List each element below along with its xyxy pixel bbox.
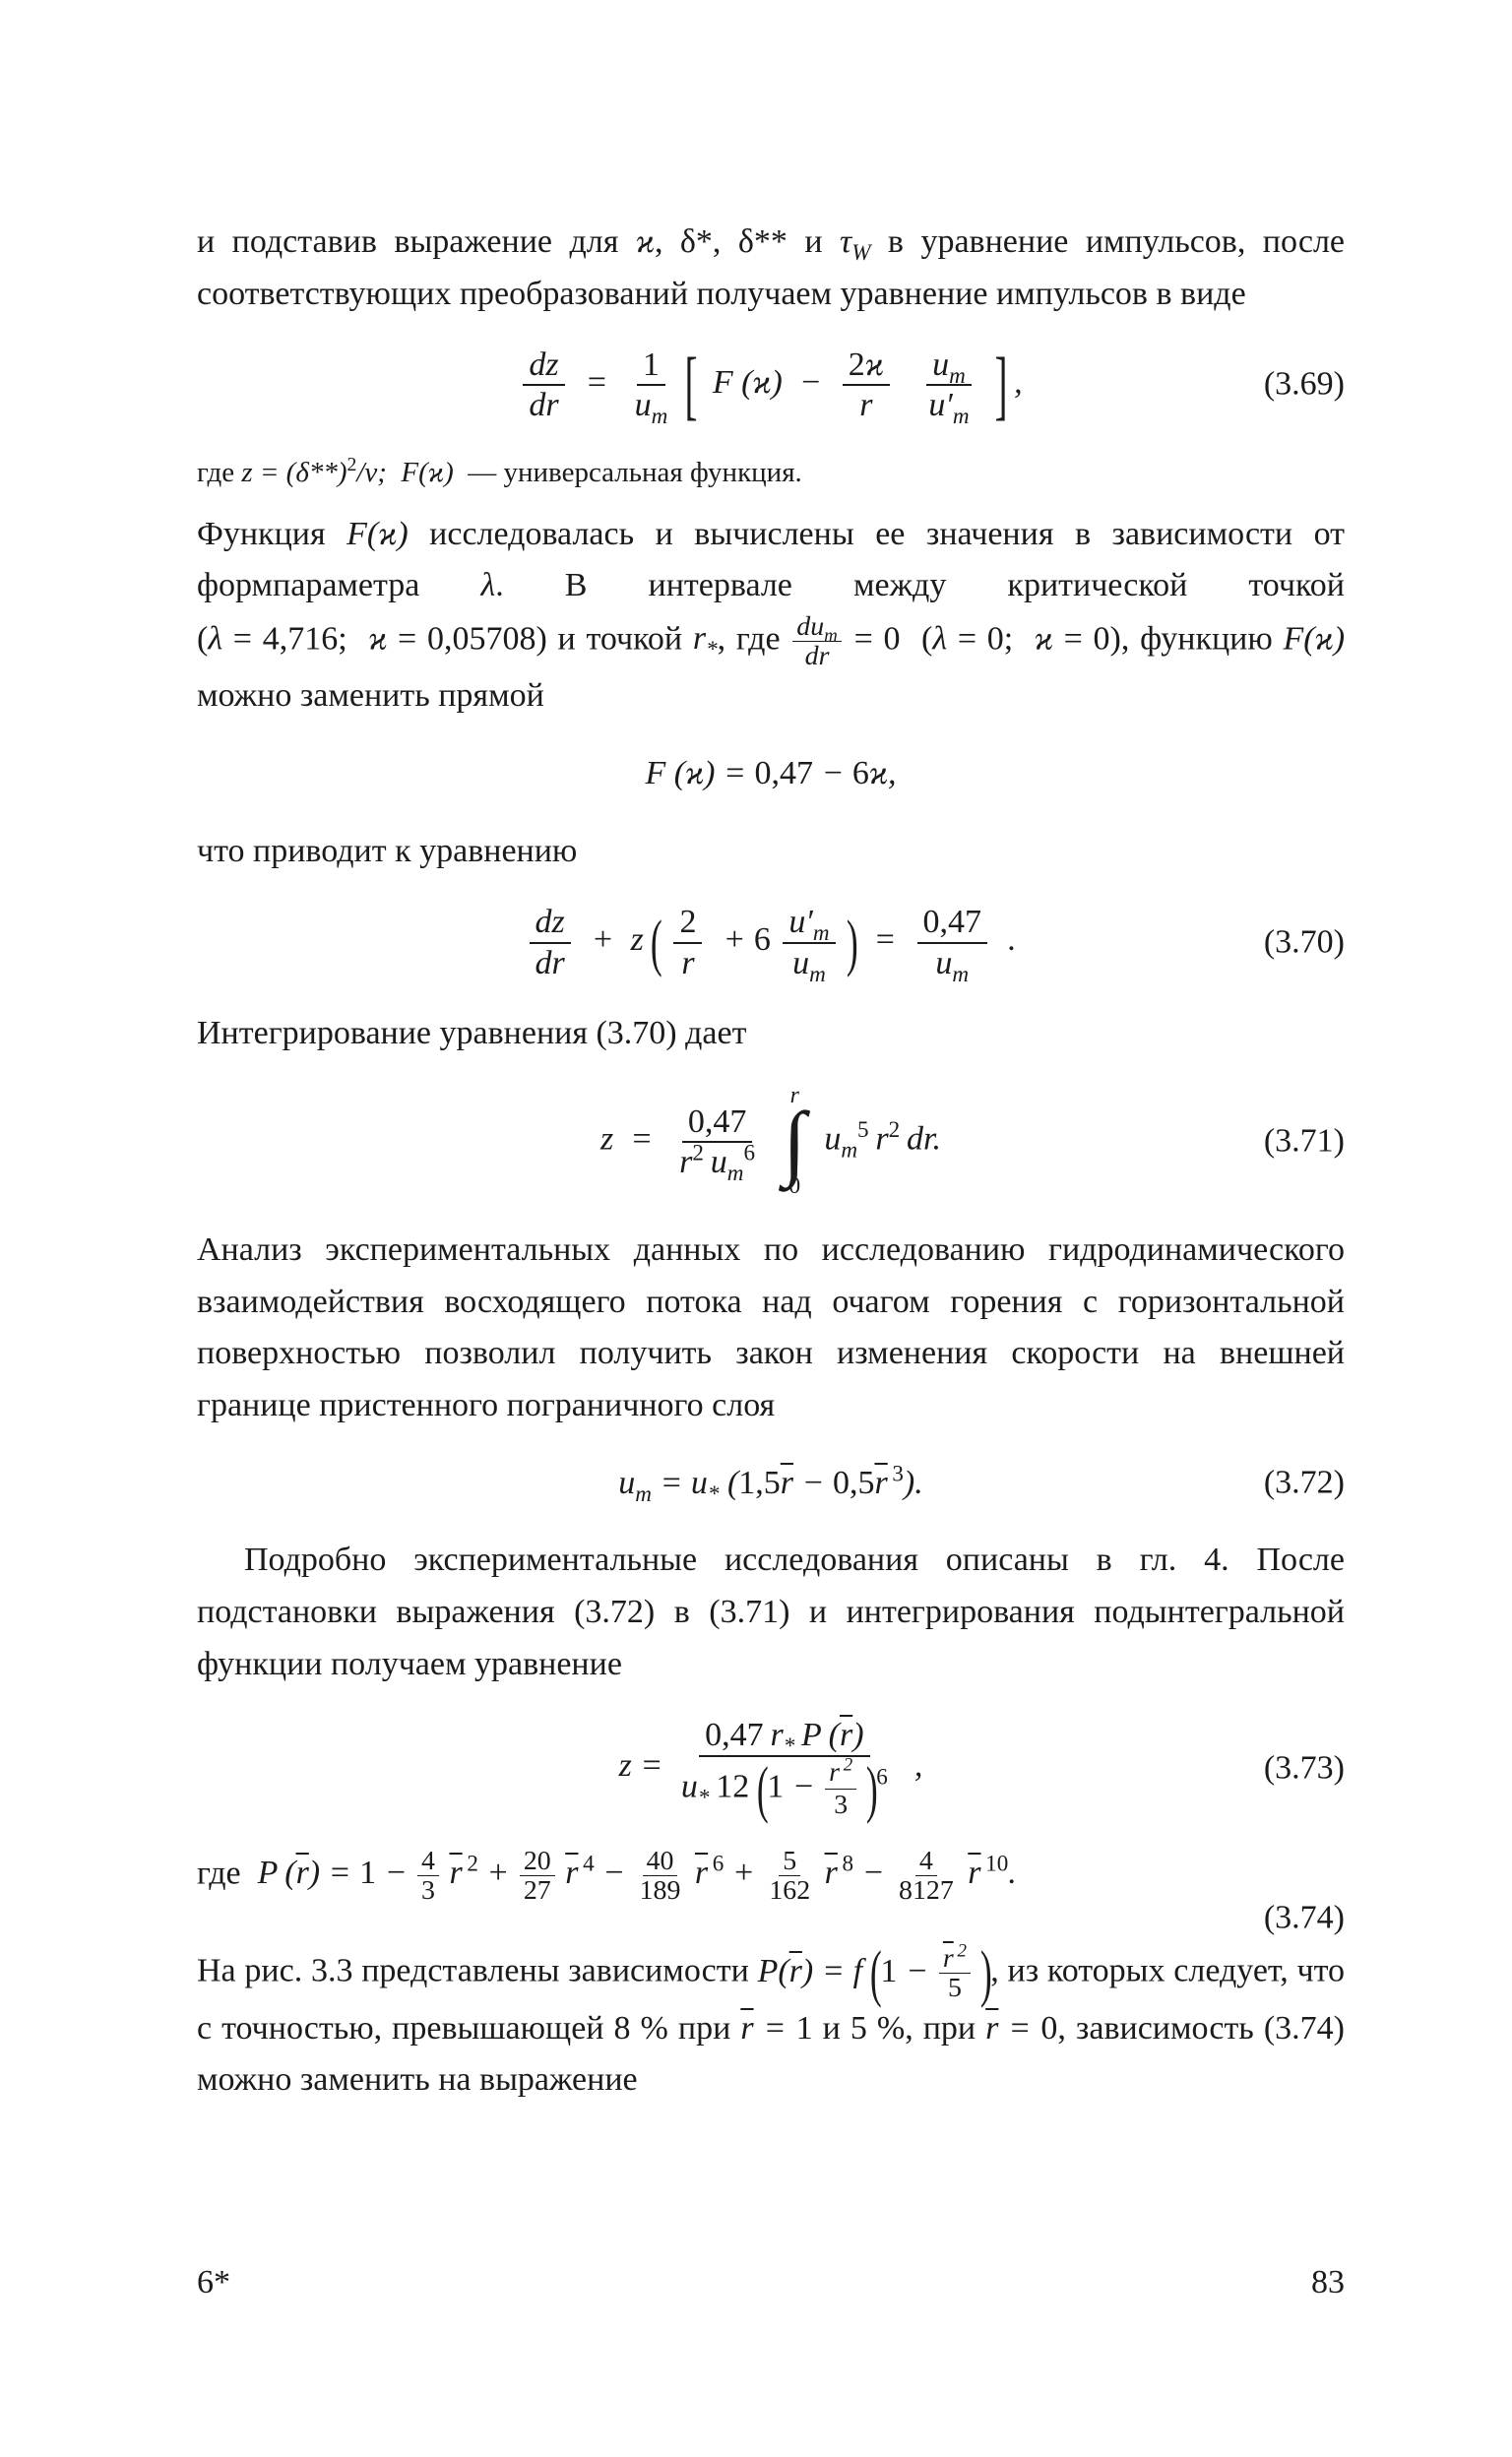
eq-number: (3.74) [1264,1893,1345,1945]
eq-number: (3.72) [1264,1458,1345,1510]
eq-number: (3.71) [1264,1116,1345,1168]
signature-mark: 6* [197,2257,230,2309]
page: и подставив выражение для ϰ, δ*, δ** и τ… [0,0,1512,2457]
paragraph: Интегрирование уравнения (3.70) дает [197,1008,1345,1060]
paragraph: Функция F(ϰ) исследовалась и вычислены е… [197,509,1345,724]
paragraph: Подробно экспериментальные исследования … [197,1535,1345,1690]
eq-number: (3.70) [1264,916,1345,969]
equation-3-69: dzdr = 1um [ F (ϰ) − 2ϰr umu′m ] , (3.69… [197,346,1345,424]
note: где z = (δ**)2/ν; F(ϰ) — универсальная ф… [197,451,1345,495]
equation-3-70: dzdr + z ( 2r + 6 u′mum ) = 0,47um . (3.… [197,903,1345,981]
equation-3-73: z = 0,47 r* P (r) u* 12 (1 − r 23 )6 , (… [197,1716,1345,1820]
equation-fx-linear: F (ϰ) = 0,47 − 6ϰ, [197,748,1345,800]
page-number: 83 [1311,2257,1345,2309]
paragraph: где P (r) = 1 − 43 r 2 + 2027 r 4 − 4018… [197,1847,1345,1906]
paragraph: что приводит к уравнению [197,826,1345,878]
text: где [197,457,241,488]
paragraph: и подставив выражение для ϰ, δ*, δ** и τ… [197,217,1345,320]
eq-number: (3.73) [1264,1742,1345,1795]
equation-3-71: z = 0,47 r2 um6 r ∫ 0 um5 r2 dr. (3.71) [197,1085,1345,1199]
eq-number: (3.69) [1264,359,1345,411]
paragraph: На рис. 3.3 представлены зависимости P(r… [197,1944,1345,2107]
text: z = (δ**)2/ν; F(ϰ) [241,457,453,488]
equation-3-72: um = u* (1,5r − 0,5r 3). (3.72) [197,1458,1345,1510]
paragraph: Анализ экспериментальных данных по иссле… [197,1225,1345,1432]
